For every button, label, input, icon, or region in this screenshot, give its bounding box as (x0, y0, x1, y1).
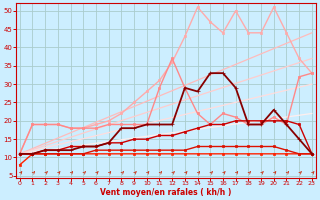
X-axis label: Vent moyen/en rafales ( kh/h ): Vent moyen/en rafales ( kh/h ) (100, 188, 231, 197)
